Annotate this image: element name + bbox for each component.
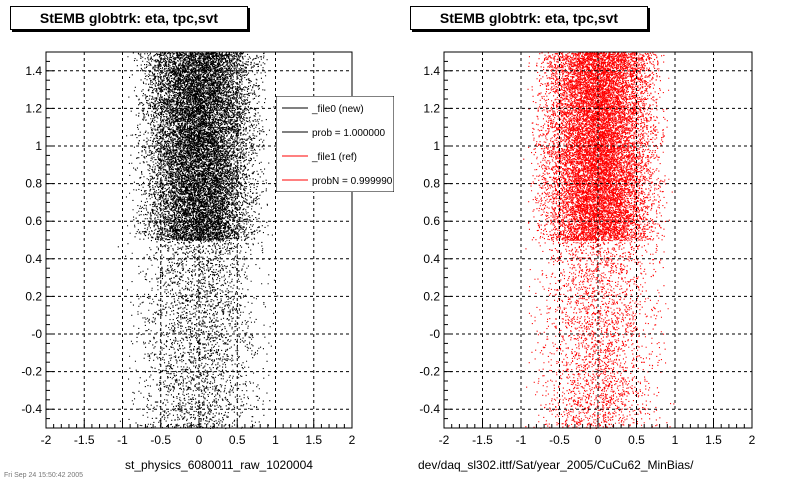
x-tick-label: 2: [349, 433, 356, 447]
axis-ticks: [45, 51, 353, 428]
legend-entry-label: probN = 0.999990: [312, 176, 393, 187]
y-tick-label: 1.4: [25, 64, 42, 78]
y-tick-label: -0: [429, 327, 440, 341]
x-tick-label: 0: [196, 433, 203, 447]
legend-box: [276, 96, 394, 192]
y-tick-label: 0.6: [423, 214, 440, 228]
left-x-axis-label: st_physics_6080011_raw_1020004: [125, 458, 313, 472]
x-tick-label: 0: [595, 433, 602, 447]
x-tick-label: 1: [272, 433, 279, 447]
y-tick-label: 0.2: [423, 289, 440, 303]
y-tick-label: -0.4: [21, 402, 42, 416]
x-tick-label: 1.5: [705, 433, 722, 447]
left-chart-title: StEMB globtrk: eta, tpc,svt: [10, 6, 248, 30]
x-tick-label: 1.5: [305, 433, 322, 447]
y-tick-label: 0.4: [423, 252, 440, 266]
scatter-point-cloud: [117, 52, 279, 430]
x-tick-label: -1: [516, 433, 527, 447]
scatter-points: [523, 52, 675, 430]
y-tick-label: 1: [35, 139, 42, 153]
y-tick-label: 0.2: [25, 289, 42, 303]
x-tick-label: 0.5: [229, 433, 246, 447]
y-tick-label: 0.8: [423, 177, 440, 191]
grid: [46, 52, 352, 428]
right-x-axis-label: dev/daq_sl302.ittf/Sat/year_2005/CuCu62_…: [418, 458, 694, 472]
x-tick-label: -2: [439, 433, 450, 447]
x-tick-label: -0.5: [150, 433, 171, 447]
y-tick-label: 0.8: [25, 177, 42, 191]
legend-entry-label: prob = 1.000000: [312, 128, 386, 139]
y-tick-label: -0.4: [419, 402, 440, 416]
x-tick-label: 0.5: [628, 433, 645, 447]
scatter-point-cloud: [523, 52, 675, 430]
y-tick-label: -0: [31, 327, 42, 341]
x-tick-label: 1: [672, 433, 679, 447]
y-tick-label: 1.4: [423, 64, 440, 78]
scatter-points: [117, 52, 279, 430]
x-tick-label: -1.5: [472, 433, 493, 447]
legend-entry-label: _file1 (ref): [311, 152, 357, 163]
x-tick-label: -2: [41, 433, 52, 447]
grid: [444, 52, 752, 428]
x-tick-label: -1.5: [74, 433, 95, 447]
y-tick-label: 1: [433, 139, 440, 153]
legend-entry-label: _file0 (new): [311, 104, 364, 115]
x-tick-label: -0.5: [549, 433, 570, 447]
legend: _file0 (new) prob = 1.000000 _file1 (ref) p…: [276, 96, 394, 192]
x-tick-label: -1: [117, 433, 128, 447]
right-panel: -2 -1.5 -1 -0.5 0 0.5 1 1.5 2 -0.4 -0.2 -0 0.2 0.4 0.6…: [419, 51, 756, 447]
right-chart-title: StEMB globtrk: eta, tpc,svt: [410, 6, 648, 30]
y-tick-label: 1.2: [423, 101, 440, 115]
y-tick-label: 0.6: [25, 214, 42, 228]
timestamp-footnote: Fri Sep 24 15:50:42 2005: [4, 472, 84, 479]
x-tick-label: 2: [749, 433, 756, 447]
axis-ticks: [443, 51, 753, 428]
y-tick-label: 1.2: [25, 101, 42, 115]
y-tick-label: 0.4: [25, 252, 42, 266]
y-tick-label: -0.2: [21, 365, 42, 379]
y-tick-label: -0.2: [419, 365, 440, 379]
